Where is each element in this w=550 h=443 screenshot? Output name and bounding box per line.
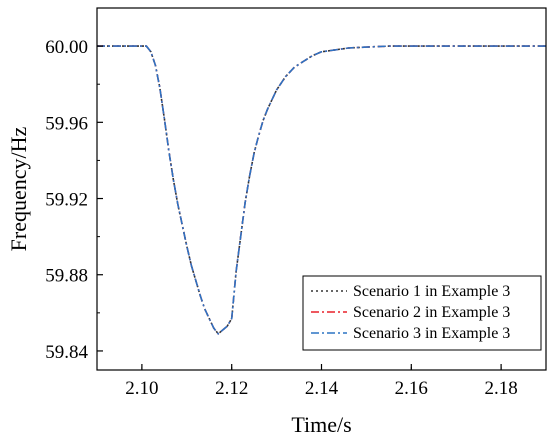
ticks-layer: 2.10 2.12 2.14 2.16 2.18 59.84 59.88 59.92 59.96… <box>45 37 517 399</box>
x-tick-label: 2.10 <box>125 378 158 399</box>
y-tick-label: 59.92 <box>45 190 88 211</box>
series-layer <box>97 45 546 335</box>
y-tick-label: 60.00 <box>45 37 88 58</box>
x-axis-label: Time/s <box>291 412 351 437</box>
x-tick-label: 2.18 <box>484 378 517 399</box>
y-tick-label: 59.96 <box>45 113 88 134</box>
y-tick-label: 59.88 <box>45 266 88 287</box>
x-tick-label: 2.16 <box>395 378 428 399</box>
y-tick-label: 59.84 <box>45 342 88 363</box>
series-line-3 <box>97 45 546 335</box>
legend-box <box>302 275 542 351</box>
legend-label: Scenario 2 in Example 3 <box>353 304 510 321</box>
legend-label: Scenario 1 in Example 3 <box>353 283 510 300</box>
legend: Scenario 1 in Example 3 Scenario 2 in Exa… <box>302 275 542 351</box>
x-tick-label: 2.14 <box>305 378 339 399</box>
y-axis-label: Frequency/Hz <box>6 126 31 251</box>
x-tick-label: 2.12 <box>215 378 248 399</box>
legend-label: Scenario 3 in Example 3 <box>353 325 510 342</box>
